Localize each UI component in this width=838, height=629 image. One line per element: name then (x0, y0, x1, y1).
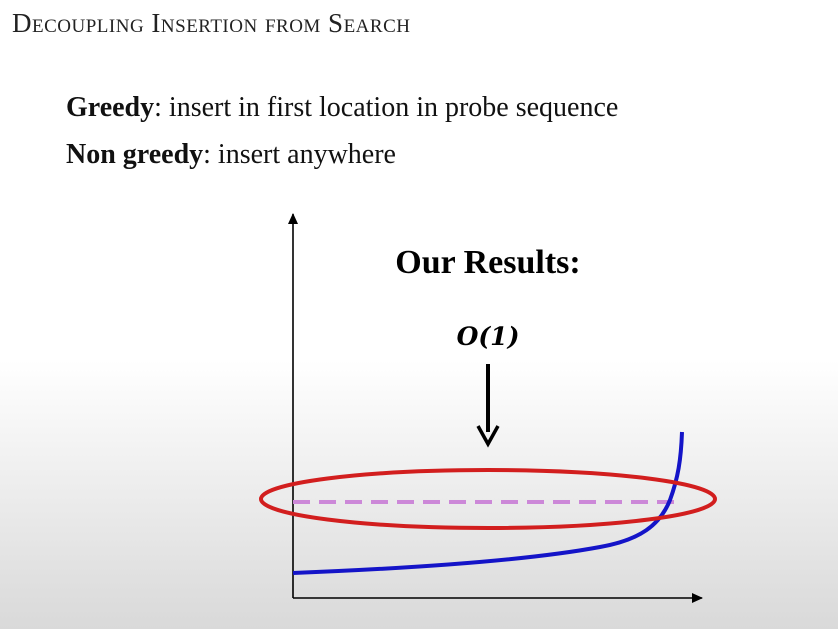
highlight-ellipse (259, 468, 717, 530)
bullet-non-greedy: Non greedy: insert anywhere (66, 131, 618, 178)
slide-title: Decoupling Insertion from Search (12, 8, 411, 38)
bullet-list: Greedy: insert in first location in prob… (66, 84, 618, 178)
down-arrow-icon (476, 364, 500, 448)
bullet-greedy: Greedy: insert in first location in prob… (66, 84, 618, 131)
big-o-label: O(1) (457, 322, 520, 351)
bullet-term: Non greedy (66, 139, 204, 170)
bullet-text: : insert anywhere (203, 139, 396, 170)
probe-curve (292, 431, 684, 575)
bullet-term: Greedy (66, 92, 155, 123)
bullet-text: : insert in first location in probe sequ… (154, 92, 619, 123)
results-heading: Our Results: (395, 244, 580, 281)
